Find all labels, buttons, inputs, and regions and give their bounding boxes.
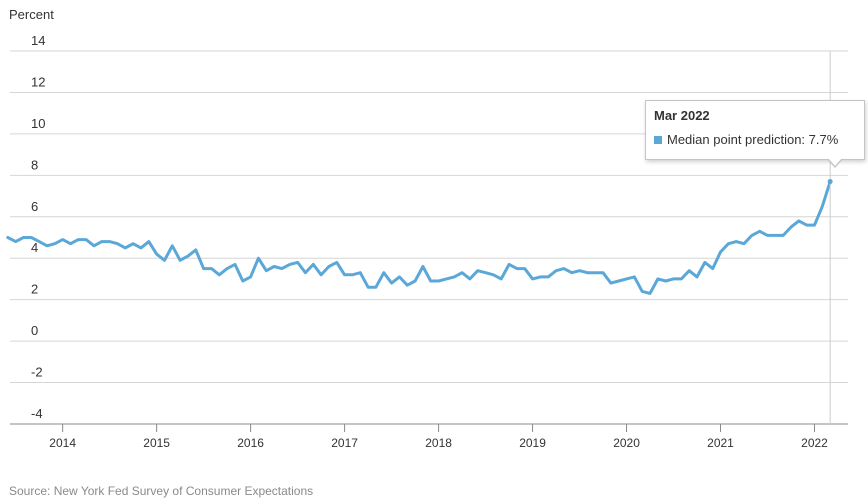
x-tick-label: 2017	[331, 436, 358, 450]
x-tick-label: 2014	[49, 436, 76, 450]
y-axis-label: Percent	[9, 7, 54, 22]
series-line	[6, 180, 832, 295]
y-tick-label: 2	[31, 282, 38, 297]
x-tick-label: 2018	[425, 436, 452, 450]
x-tick-label: 2020	[613, 436, 640, 450]
y-tick-label: 14	[31, 33, 45, 48]
y-tick-label: -4	[31, 406, 43, 421]
y-tick-label: 12	[31, 74, 45, 89]
hover-point	[827, 179, 833, 185]
y-tick-label: 10	[31, 116, 45, 131]
series-lines	[6, 180, 832, 295]
tooltip-row: Median point prediction: 7.7%	[654, 132, 856, 147]
y-axis-ticks: 14 12 10 8 6 4 2 0 -2 -4	[31, 33, 45, 421]
y-tick-label: 0	[31, 323, 38, 338]
x-axis: 2014 2015 2016 2017 2018 2019 2020 2021 2022	[10, 423, 848, 450]
x-tick-label: 2021	[707, 436, 734, 450]
x-tick-label: 2016	[237, 436, 264, 450]
y-tick-label: 8	[31, 157, 38, 172]
source-note: Source: New York Fed Survey of Consumer …	[9, 484, 314, 498]
legend-swatch	[654, 135, 662, 144]
x-tick-label: 2015	[143, 436, 170, 450]
x-tick-label: 2022	[801, 436, 828, 450]
tooltip-value: Median point prediction: 7.7%	[667, 132, 839, 147]
tooltip-title: Mar 2022	[654, 108, 710, 123]
tooltip: Mar 2022 Median point prediction: 7.7%	[645, 100, 865, 168]
y-tick-label: -2	[31, 365, 43, 380]
y-tick-label: 6	[31, 199, 38, 214]
y-tick-label: 4	[31, 240, 38, 255]
tooltip-pointer	[827, 158, 843, 168]
x-tick-label: 2019	[519, 436, 546, 450]
